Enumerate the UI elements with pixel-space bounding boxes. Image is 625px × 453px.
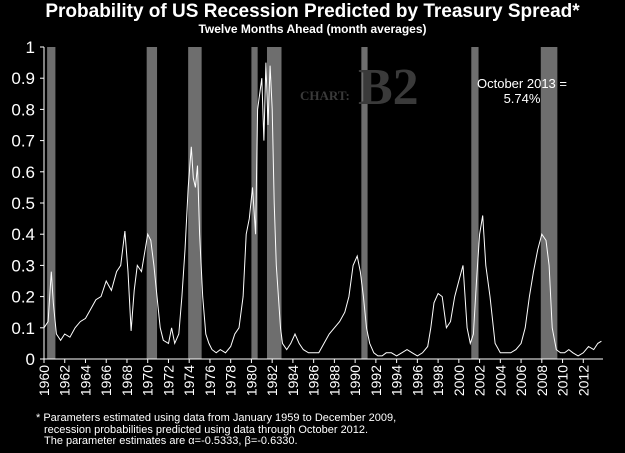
x-tick-label: 2012	[575, 365, 591, 396]
x-tick-label: 1996	[409, 365, 425, 396]
y-tick-label: 0.4	[11, 225, 35, 244]
y-tick-label: 0.1	[11, 319, 35, 338]
recession-band	[251, 47, 258, 359]
recession-band	[361, 47, 368, 359]
recession-band	[47, 47, 56, 359]
x-tick-label: 1972	[160, 365, 176, 396]
chart-title: Probability of US Recession Predicted by…	[45, 1, 580, 22]
recession-probability-line	[43, 62, 602, 357]
y-tick-label: 0.5	[11, 194, 35, 213]
x-tick-label: 2002	[472, 365, 488, 396]
recession-band	[146, 47, 158, 359]
x-tick-label: 2004	[492, 365, 508, 396]
x-tick-label: 1986	[306, 365, 322, 396]
x-tick-label: 1992	[368, 365, 384, 396]
y-tick-label: 0	[26, 350, 35, 369]
x-tick-label: 2008	[534, 365, 550, 396]
footnote-line-1: * Parameters estimated using data from J…	[36, 412, 397, 424]
footnote-line-2: recession probabilities predicted using …	[44, 423, 369, 436]
y-tick-label: 0.7	[11, 132, 35, 151]
annotation-line-1: October 2013 =	[477, 76, 567, 91]
x-tick-label: 1970	[140, 365, 156, 396]
x-tick-label: 1980	[243, 365, 259, 396]
x-tick-label: 1998	[430, 365, 446, 396]
annotation-line-2: 5.74%	[503, 91, 541, 106]
x-tick-label: 1964	[77, 365, 93, 396]
recession-band	[540, 47, 558, 359]
y-tick-label: 0.9	[11, 69, 35, 88]
footnote-line-3: The parameter estimates are α=-0.5333, β…	[44, 435, 298, 447]
y-tick-label: 0.8	[11, 100, 35, 119]
x-tick-label: 1988	[326, 365, 342, 396]
x-tick-label: 1962	[57, 365, 73, 396]
x-tick-label: 2006	[513, 365, 529, 396]
x-tick-label: 1976	[202, 365, 218, 396]
x-tick-label: 2010	[555, 365, 571, 396]
x-tick-label: 1960	[36, 365, 52, 396]
y-tick-label: 0.2	[11, 288, 35, 307]
recession-band	[188, 47, 202, 359]
y-tick-label: 1	[26, 38, 35, 57]
x-tick-label: 1990	[347, 365, 363, 396]
watermark-id: B2	[358, 59, 419, 116]
x-tick-label: 1966	[98, 365, 114, 396]
x-tick-label: 1978	[223, 365, 239, 396]
chart-subtitle: Twelve Months Ahead (month averages)	[198, 22, 427, 36]
watermark-prefix: CHART:	[300, 88, 350, 103]
x-tick-label: 2000	[451, 365, 467, 396]
recession-band	[471, 47, 479, 359]
latest-value-annotation: October 2013 = 5.74%	[462, 76, 582, 106]
x-tick-label: 1974	[181, 365, 197, 396]
y-tick-label: 0.6	[11, 163, 35, 182]
x-tick-label: 1982	[264, 365, 280, 396]
y-tick-label: 0.3	[11, 256, 35, 275]
x-tick-label: 1984	[285, 365, 301, 396]
x-tick-label: 1968	[119, 365, 135, 396]
footnote: * Parameters estimated using data from J…	[36, 412, 397, 448]
x-tick-label: 1994	[389, 365, 405, 396]
